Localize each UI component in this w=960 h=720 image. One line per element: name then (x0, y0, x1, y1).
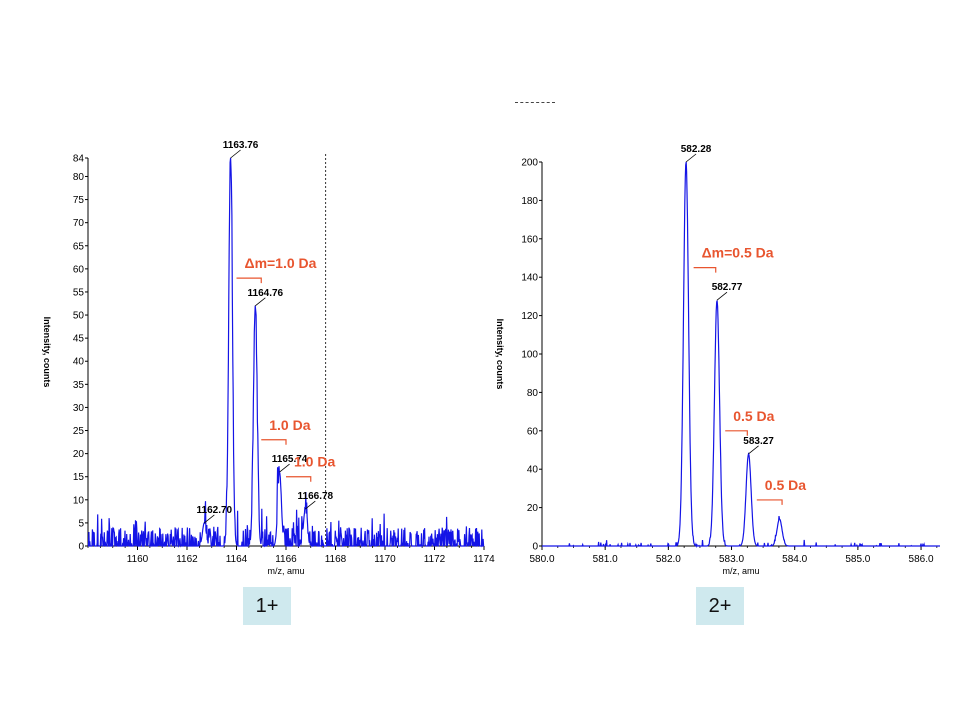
peak-label: 583.27 (743, 436, 774, 447)
spacing-bracket (261, 439, 287, 445)
peak-label: 1165.74 (272, 454, 308, 465)
y-tick-label: 80 (73, 172, 85, 183)
x-tick-label: 1170 (374, 554, 396, 565)
spectrum-trace (542, 161, 940, 549)
x-tick-label: 1164 (226, 554, 248, 565)
y-tick-label: 35 (73, 380, 85, 391)
spectrum-panel-2plus: 0 20 40 60 80 100 120 140 160 180 200 580.0 581.0 582… (495, 144, 940, 576)
y-tick-label: 60 (73, 264, 85, 275)
y-axis-title: Intensity, counts (495, 319, 505, 390)
x-tick-label: 581.0 (593, 554, 618, 565)
charge-badge-1plus: 1+ (243, 587, 291, 625)
charge-badge-2plus: 2+ (696, 587, 744, 625)
y-tick-label: 70 (73, 218, 85, 229)
x-tick-label: 583.0 (719, 554, 744, 565)
decorative-dash (515, 102, 555, 103)
y-tick-label: 120 (521, 311, 538, 322)
x-tick-label: 1162 (176, 554, 198, 565)
spacing-bracket (286, 476, 312, 482)
x-tick-label: 1174 (473, 554, 495, 565)
y-tick-label: 5 (78, 518, 84, 529)
y-tick-label: 40 (73, 357, 85, 368)
y-tick-label: 15 (73, 472, 85, 483)
y-tick-label: 55 (73, 287, 85, 298)
peak-leader (279, 463, 290, 473)
peak-leader (716, 291, 728, 301)
y-tick-label: 20 (527, 503, 539, 514)
peak-label: 1162.70 (197, 505, 233, 516)
x-tick-label: 580.0 (529, 554, 554, 565)
spacing-annotation: 1.0 Da (294, 454, 335, 470)
x-tick-label: 1166 (275, 554, 297, 565)
spacing-bracket (236, 277, 262, 284)
y-tick-label: 40 (527, 465, 539, 476)
y-tick-label: 160 (521, 234, 538, 245)
y-tick-label: 80 (527, 388, 539, 399)
peak-leader (204, 514, 215, 524)
x-tick-label: 1160 (127, 554, 149, 565)
peak-label: 582.77 (712, 282, 743, 293)
y-tick-label: 180 (521, 196, 538, 207)
spacing-annotation: Δm=1.0 Da (245, 255, 317, 271)
y-tick-label: 20 (73, 449, 85, 460)
x-tick-label: 1168 (325, 554, 347, 565)
y-tick-label: 75 (73, 195, 85, 206)
peak-leader (305, 500, 316, 510)
peak-leader (748, 445, 759, 455)
peak-label: 1166.78 (298, 491, 334, 502)
y-tick-label: 100 (521, 350, 538, 361)
y-tick-label: 84 (73, 154, 85, 165)
peak-leader (255, 297, 266, 307)
spacing-annotation: 1.0 Da (269, 417, 310, 433)
spacing-annotation: 0.5 Da (765, 477, 806, 493)
spacing-bracket (693, 267, 717, 273)
x-tick-label: 584.0 (782, 554, 807, 565)
peak-label: 1163.76 (223, 140, 259, 151)
y-tick-label: 25 (73, 426, 85, 437)
peak-label: 1164.76 (248, 288, 284, 299)
x-tick-label: 586.0 (909, 554, 934, 565)
y-tick-label: 30 (73, 403, 85, 414)
spectrum-panel-1plus: 0 5 10 15 20 25 30 35 40 45 50 55 60 65 70 75 80 84 1160 11… (42, 140, 495, 576)
y-axis-title: Intensity, counts (42, 317, 52, 388)
y-tick-label: 65 (73, 241, 85, 252)
peak-leader (685, 153, 697, 163)
x-tick-label: 585.0 (845, 554, 870, 565)
x-axis-title: m/z, amu (722, 566, 759, 576)
spectrum-trace (87, 157, 485, 548)
y-tick-label: 0 (532, 542, 538, 553)
spacing-annotation: Δm=0.5 Da (702, 245, 774, 261)
y-tick-label: 60 (527, 426, 539, 437)
spacing-annotation: 0.5 Da (733, 408, 774, 424)
y-tick-label: 10 (73, 495, 85, 506)
y-tick-label: 140 (521, 273, 538, 284)
y-tick-label: 200 (521, 158, 538, 169)
spacing-bracket (725, 430, 748, 436)
peak-leader (230, 149, 241, 159)
y-tick-label: 50 (73, 311, 85, 322)
x-tick-label: 582.0 (656, 554, 681, 565)
y-tick-label: 0 (78, 542, 84, 553)
x-tick-label: 1172 (424, 554, 446, 565)
peak-label: 582.28 (681, 144, 712, 155)
x-axis-title: m/z, amu (267, 566, 304, 576)
y-tick-label: 45 (73, 334, 85, 345)
spacing-bracket (756, 499, 783, 505)
